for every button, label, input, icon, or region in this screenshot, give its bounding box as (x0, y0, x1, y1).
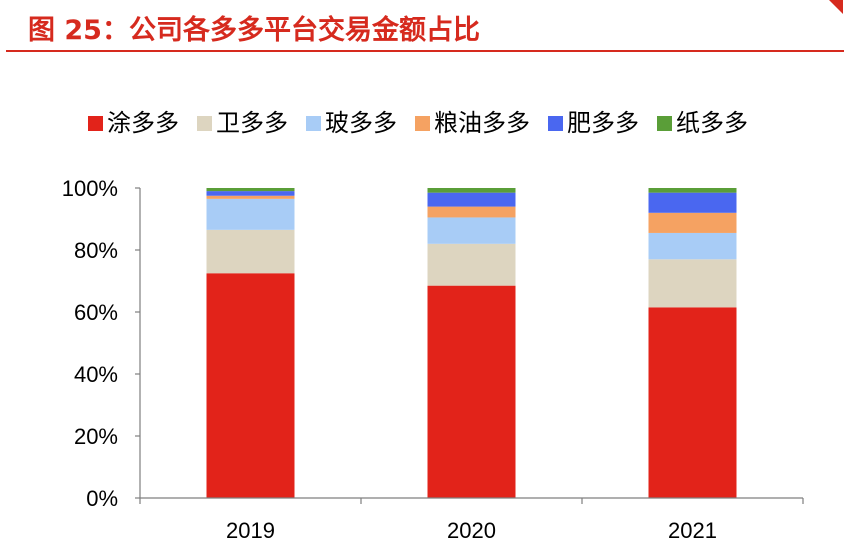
legend-label: 卫多多 (216, 109, 288, 137)
corner-marker (829, 0, 843, 14)
y-tick-label: 0% (86, 486, 118, 511)
x-tick-label: 2020 (447, 518, 496, 543)
bar-segment (427, 206, 516, 218)
figure-title: 图 25：公司各多多平台交易金额占比 (28, 15, 480, 46)
legend-marker (657, 116, 672, 131)
bar-segment (206, 195, 295, 199)
legend-marker (306, 116, 321, 131)
bar-segment (206, 188, 295, 192)
bar-segment (206, 273, 295, 498)
bar-segment (648, 307, 737, 498)
bar-segment (427, 285, 516, 498)
bar-segment (648, 188, 737, 193)
legend-label: 涂多多 (107, 109, 179, 137)
bar-segment (427, 243, 516, 286)
title-underline (6, 50, 844, 52)
bars (206, 188, 737, 498)
legend-marker (197, 116, 212, 131)
bar-segment (206, 198, 295, 230)
y-tick-label: 60% (74, 300, 118, 325)
legend-label: 玻多多 (325, 109, 397, 137)
y-tick-label: 40% (74, 362, 118, 387)
bar-segment (206, 191, 295, 196)
x-axis: 2019 2020 2021 (139, 497, 804, 543)
legend-marker (415, 116, 430, 131)
x-tick-label: 2021 (668, 518, 717, 543)
y-axis: 0% 20% 40% 60% 80% 100% (62, 176, 141, 511)
legend-label: 粮油多多 (434, 109, 530, 137)
bar-segment (206, 229, 295, 274)
x-tick-label: 2019 (226, 518, 275, 543)
legend-label: 肥多多 (567, 109, 639, 137)
bar-segment (648, 259, 737, 308)
y-tick-label: 20% (74, 424, 118, 449)
legend-label: 纸多多 (676, 109, 748, 137)
legend-marker (548, 116, 563, 131)
legend: 涂多多 卫多多 玻多多 粮油多多 肥多多 纸多多 (88, 109, 748, 137)
bar-segment (427, 217, 516, 244)
bar-segment (427, 188, 516, 193)
y-tick-label: 100% (62, 176, 118, 201)
bar-segment (427, 192, 516, 207)
bar-segment (648, 232, 737, 260)
bar-segment (648, 212, 737, 233)
bar-segment (648, 192, 737, 213)
y-tick-label: 80% (74, 238, 118, 263)
legend-marker (88, 116, 103, 131)
